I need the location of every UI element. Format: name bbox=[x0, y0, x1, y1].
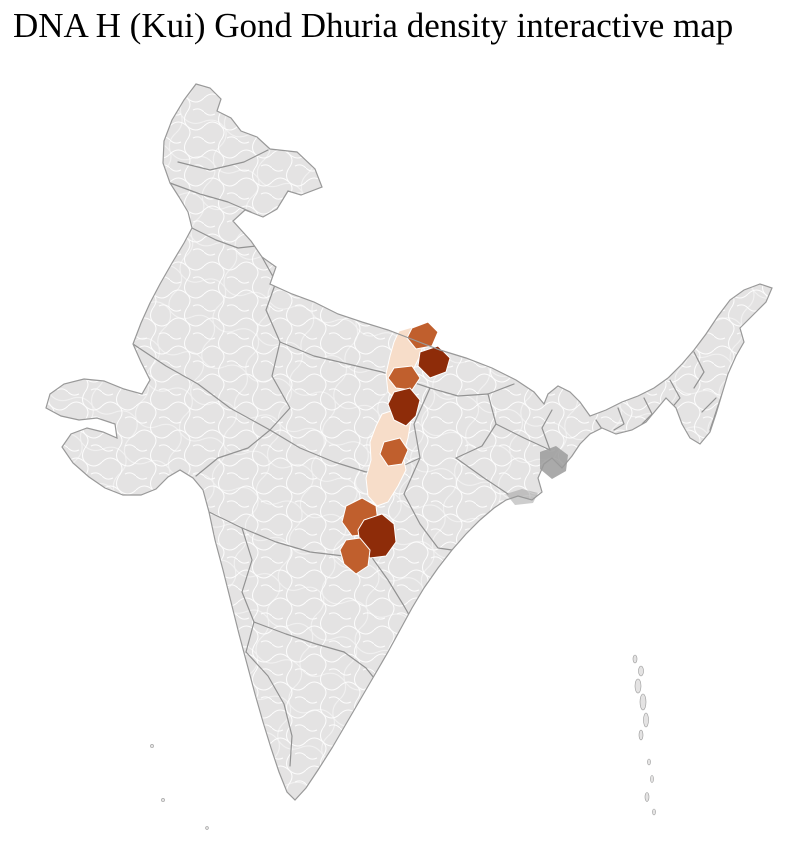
state-boundary bbox=[132, 343, 271, 431]
state-boundary bbox=[169, 182, 252, 213]
state-boundary bbox=[191, 227, 257, 249]
state-boundary bbox=[177, 149, 269, 171]
state-boundary bbox=[455, 457, 509, 495]
island bbox=[161, 798, 165, 802]
island bbox=[643, 712, 649, 728]
district-density-mid-5[interactable] bbox=[339, 537, 371, 575]
island bbox=[638, 729, 644, 741]
state-boundary bbox=[495, 423, 551, 451]
state-boundary bbox=[195, 429, 271, 477]
state-boundary bbox=[403, 493, 453, 551]
district-density-mid-3[interactable] bbox=[379, 437, 409, 467]
island bbox=[652, 808, 656, 816]
andaman-nicobar-islands bbox=[632, 654, 656, 816]
district-density-high-1[interactable] bbox=[417, 345, 451, 379]
island bbox=[150, 744, 154, 748]
state-boundary bbox=[701, 397, 717, 413]
island bbox=[650, 775, 654, 783]
state-boundary bbox=[253, 621, 345, 653]
state-boundary bbox=[403, 387, 431, 495]
page-title: DNA H (Kui) Gond Dhuria density interact… bbox=[13, 6, 734, 45]
island bbox=[647, 758, 651, 766]
island bbox=[205, 826, 209, 830]
shaded-region bbox=[540, 446, 568, 479]
island bbox=[638, 665, 644, 677]
state-boundary bbox=[367, 551, 413, 621]
state-boundary bbox=[455, 393, 497, 459]
district-borders-texture-2 bbox=[46, 84, 772, 800]
state-boundary bbox=[241, 527, 255, 653]
lakshadweep-islands bbox=[150, 744, 209, 830]
state-boundary bbox=[613, 407, 625, 431]
density-districts[interactable] bbox=[339, 321, 451, 575]
district-density-high-2[interactable] bbox=[387, 387, 421, 427]
india-landmass bbox=[46, 84, 772, 800]
island bbox=[634, 678, 642, 694]
island bbox=[639, 693, 647, 711]
district-density-mid-1[interactable] bbox=[406, 321, 439, 350]
island bbox=[644, 792, 650, 802]
state-boundary bbox=[693, 351, 705, 389]
state-boundary bbox=[245, 651, 293, 767]
state-boundary bbox=[541, 409, 553, 451]
island bbox=[632, 654, 638, 664]
